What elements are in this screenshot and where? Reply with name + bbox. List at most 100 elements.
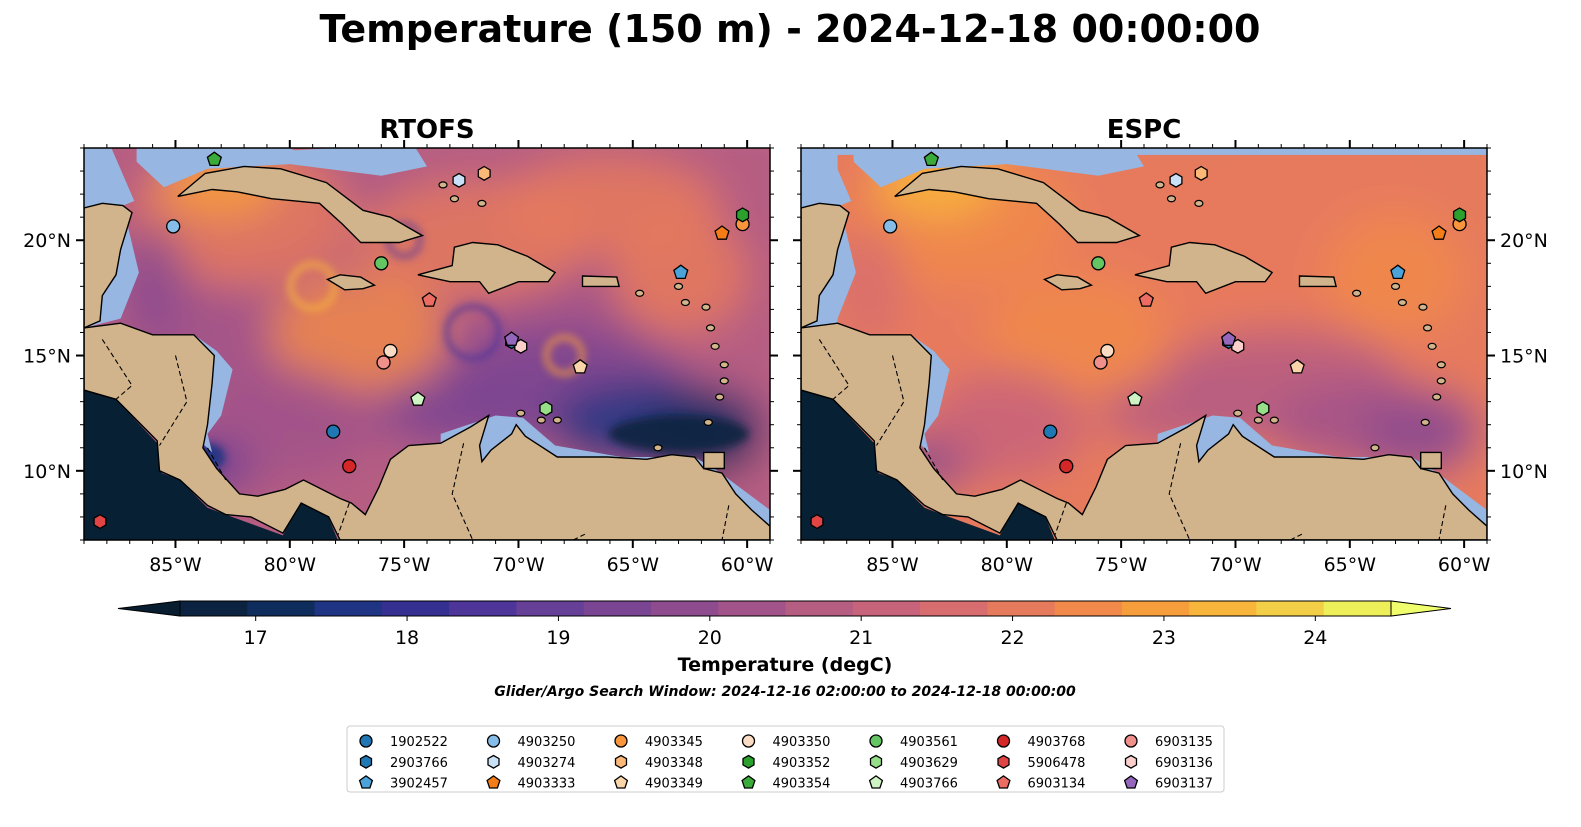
legend-item-4903274: 4903274 [487, 754, 576, 771]
legend-item-4903333: 4903333 [486, 775, 576, 792]
small-island [1194, 199, 1204, 207]
country-border [1168, 443, 1191, 540]
float-marker-4903333 [1431, 225, 1447, 240]
float-marker-4903766 [1127, 391, 1143, 406]
float-marker-4903766 [410, 391, 426, 406]
legend-marker [614, 734, 628, 748]
small-island [1253, 416, 1263, 424]
lat-tick-label: 10°N [23, 461, 71, 483]
legend-item-4903345: 4903345 [614, 734, 703, 750]
country-border [159, 355, 188, 446]
legend-item-4903354: 4903354 [741, 775, 830, 792]
lon-tick-label: 70°W [492, 554, 545, 576]
lat-tick-label: 20°N [1500, 230, 1548, 252]
colorbar-tick-label: 23 [1152, 627, 1176, 649]
small-island [1432, 393, 1442, 401]
legend-marker [996, 734, 1011, 748]
lat-tick-label: 15°N [23, 346, 71, 368]
legend-label: 4903274 [518, 756, 576, 771]
legend-marker [868, 775, 884, 789]
colorbar-tick-label: 18 [395, 627, 419, 649]
legend-item-4903629: 4903629 [869, 754, 958, 771]
small-island [477, 199, 487, 207]
legend-item-4903561: 4903561 [869, 734, 958, 750]
float-marker-4903333 [714, 225, 730, 240]
small-island [1397, 298, 1407, 307]
float-marker-4903350 [1100, 343, 1115, 359]
small-island [1269, 416, 1279, 424]
country-border [1438, 505, 1447, 540]
legend-marker [742, 754, 755, 769]
colorbar-bin [852, 601, 921, 616]
colorbar-bin [1054, 601, 1123, 616]
small-island [552, 416, 562, 424]
float-marker-4903250 [883, 219, 898, 234]
legend-item-6903137: 6903137 [1123, 775, 1213, 792]
search-window-note: Glider/Argo Search Window: 2024-12-16 02… [494, 684, 1076, 700]
legend-marker [359, 754, 373, 769]
land-jamaica [1042, 274, 1094, 291]
small-island [1352, 289, 1362, 297]
small-island [703, 418, 713, 426]
land-espc [801, 148, 1487, 540]
float-marker-4903354 [923, 151, 940, 167]
lat-tick-label: 15°N [1500, 346, 1548, 368]
colorbar-tick-label: 22 [1000, 627, 1024, 649]
float-marker-5906478 [810, 513, 824, 530]
lon-tick-label: 85°W [866, 554, 919, 576]
float-marker-1902522 [1043, 424, 1058, 439]
lon-tick-label: 75°W [378, 554, 431, 576]
legend-marker [996, 775, 1011, 789]
small-island [710, 342, 720, 350]
legend-marker [486, 775, 501, 789]
legend-item-6903134: 6903134 [996, 775, 1085, 792]
colorbar-bin [1121, 601, 1190, 616]
country-border [101, 339, 133, 400]
legend-label: 4903333 [518, 777, 576, 792]
lat-tick-label: 20°N [23, 230, 71, 252]
legend-item-4903250: 4903250 [486, 734, 575, 750]
float-marker-4903768 [1059, 459, 1074, 474]
colorbar-bin [381, 601, 450, 616]
lon-tick-label: 60°W [721, 554, 774, 576]
legend-item-5906478: 5906478 [997, 754, 1085, 771]
float-marker-6903137 [1220, 331, 1237, 346]
float-marker-4903274 [1169, 172, 1183, 188]
colorbar-tick-label: 21 [849, 627, 873, 649]
lon-tick-label: 60°W [1438, 554, 1491, 576]
small-island [536, 416, 546, 424]
land-cuba [894, 165, 1142, 244]
legend-marker [741, 734, 756, 748]
legend-marker [1124, 734, 1138, 748]
lon-tick-label: 75°W [1095, 554, 1148, 576]
country-border [207, 447, 227, 481]
small-island [715, 393, 725, 401]
legend-label: 6903136 [1155, 756, 1213, 771]
colorbar-bin [987, 601, 1056, 616]
colorbar-bin [1256, 601, 1325, 616]
small-island [1166, 195, 1177, 203]
colorbar-bin [516, 601, 585, 616]
land-americas [84, 322, 770, 540]
small-island [705, 324, 716, 332]
float-marker-6903134 [421, 292, 437, 307]
small-island [673, 282, 684, 290]
legend-marker [359, 734, 373, 748]
colorbar: 17 18 19 20 21 22 23 24 [117, 600, 1452, 649]
map-panel-rtofs: RTOFS 85°W 80°W 75°W 70°W 65°W 60°W 20°N 15°N 10… [23, 115, 778, 576]
legend-label: 4903345 [645, 735, 703, 750]
legend-label: 4903561 [900, 735, 958, 750]
small-island [1155, 181, 1165, 189]
legend-marker [1123, 775, 1139, 789]
legend-label: 4903768 [1028, 735, 1086, 750]
country-border [337, 502, 350, 536]
legend-item-4903768: 4903768 [996, 734, 1086, 750]
legend-marker [997, 754, 1010, 769]
legend-label: 4903348 [645, 756, 703, 771]
legend-marker [869, 754, 883, 769]
float-marker-4903250 [166, 219, 181, 234]
legend-marker [869, 734, 883, 748]
colorbar-frame [179, 600, 1392, 617]
panel-title-espc: ESPC [1107, 115, 1182, 145]
